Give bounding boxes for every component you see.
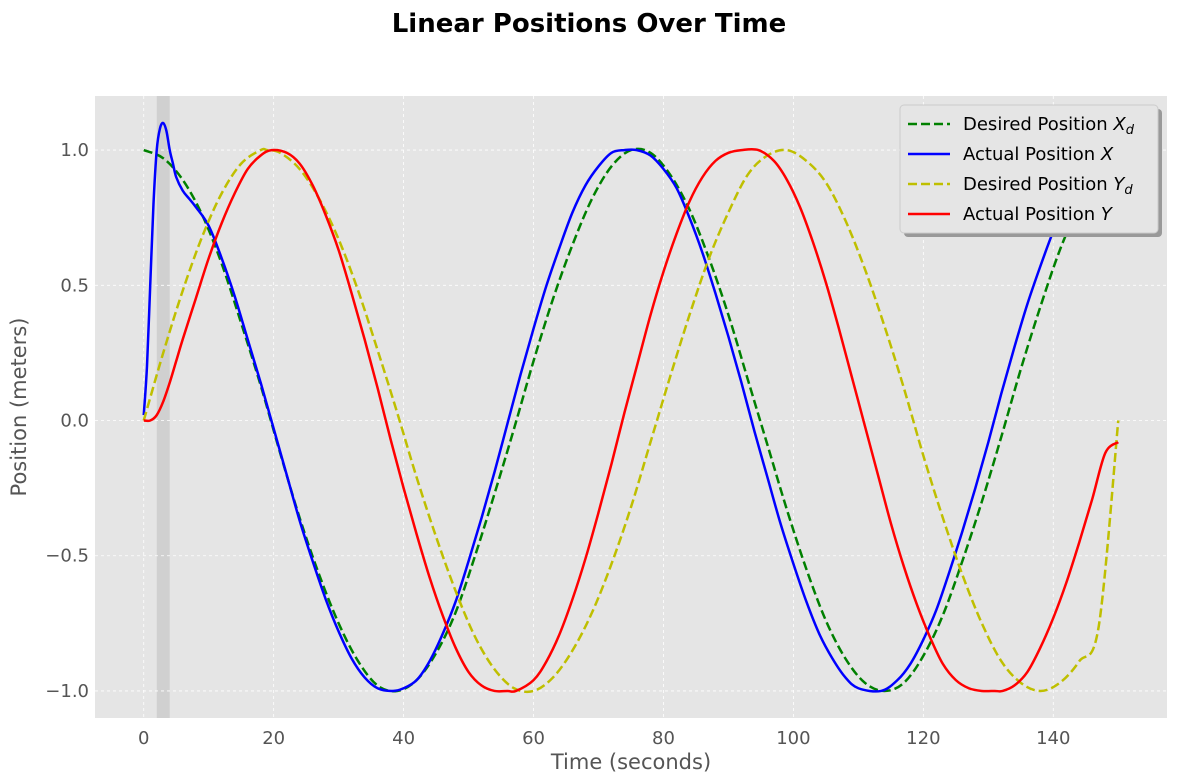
y-tick-label: −1.0 [45, 681, 89, 702]
legend-entry: Actual Position Y [908, 204, 1114, 225]
x-tick-label: 20 [262, 728, 285, 749]
series-line-3 [143, 147, 1120, 694]
legend-entry: Desired Position Xd [908, 114, 1135, 138]
legend-entry: Actual Position X [908, 144, 1114, 165]
x-tick-label: 0 [138, 728, 149, 749]
shaded-region-layer [156, 96, 170, 718]
series-layer [142, 121, 1120, 694]
x-tick-label: 80 [652, 728, 675, 749]
y-tick-label: 0.0 [60, 411, 89, 432]
legend-entry: Desired Position Yd [908, 174, 1133, 198]
x-tick-layer: 0 20 40 60 80 100 120 140 [138, 728, 1070, 749]
legend-label: Actual Position X [963, 144, 1114, 165]
legend-label: Desired Position Xd [963, 114, 1135, 138]
y-tick-label: 1.0 [60, 140, 89, 161]
legend-box [899, 104, 1159, 234]
legend: Desired Position Xd Actual Position X Desi… [899, 104, 1162, 237]
series-line-2 [142, 147, 1120, 694]
x-tick-label: 60 [522, 728, 545, 749]
y-axis-label: Position (meters) [7, 318, 31, 497]
series-line-1 [142, 121, 1081, 693]
x-axis-label: Time (seconds) [550, 750, 711, 774]
x-tick-label: 140 [1036, 728, 1070, 749]
chart-title: Linear Positions Over Time [392, 9, 787, 39]
y-tick-layer: −1.0 −0.5 0.0 0.5 1.0 [45, 140, 89, 702]
shaded-region [156, 96, 170, 718]
y-tick-label: 0.5 [60, 275, 89, 296]
x-tick-label: 100 [776, 728, 810, 749]
legend-items: Desired Position Xd Actual Position X Desi… [908, 114, 1135, 225]
x-tick-label: 40 [392, 728, 415, 749]
y-tick-label: −0.5 [45, 546, 89, 567]
legend-label: Actual Position Y [963, 204, 1114, 225]
x-tick-label: 120 [906, 728, 940, 749]
legend-label: Desired Position Yd [963, 174, 1133, 198]
